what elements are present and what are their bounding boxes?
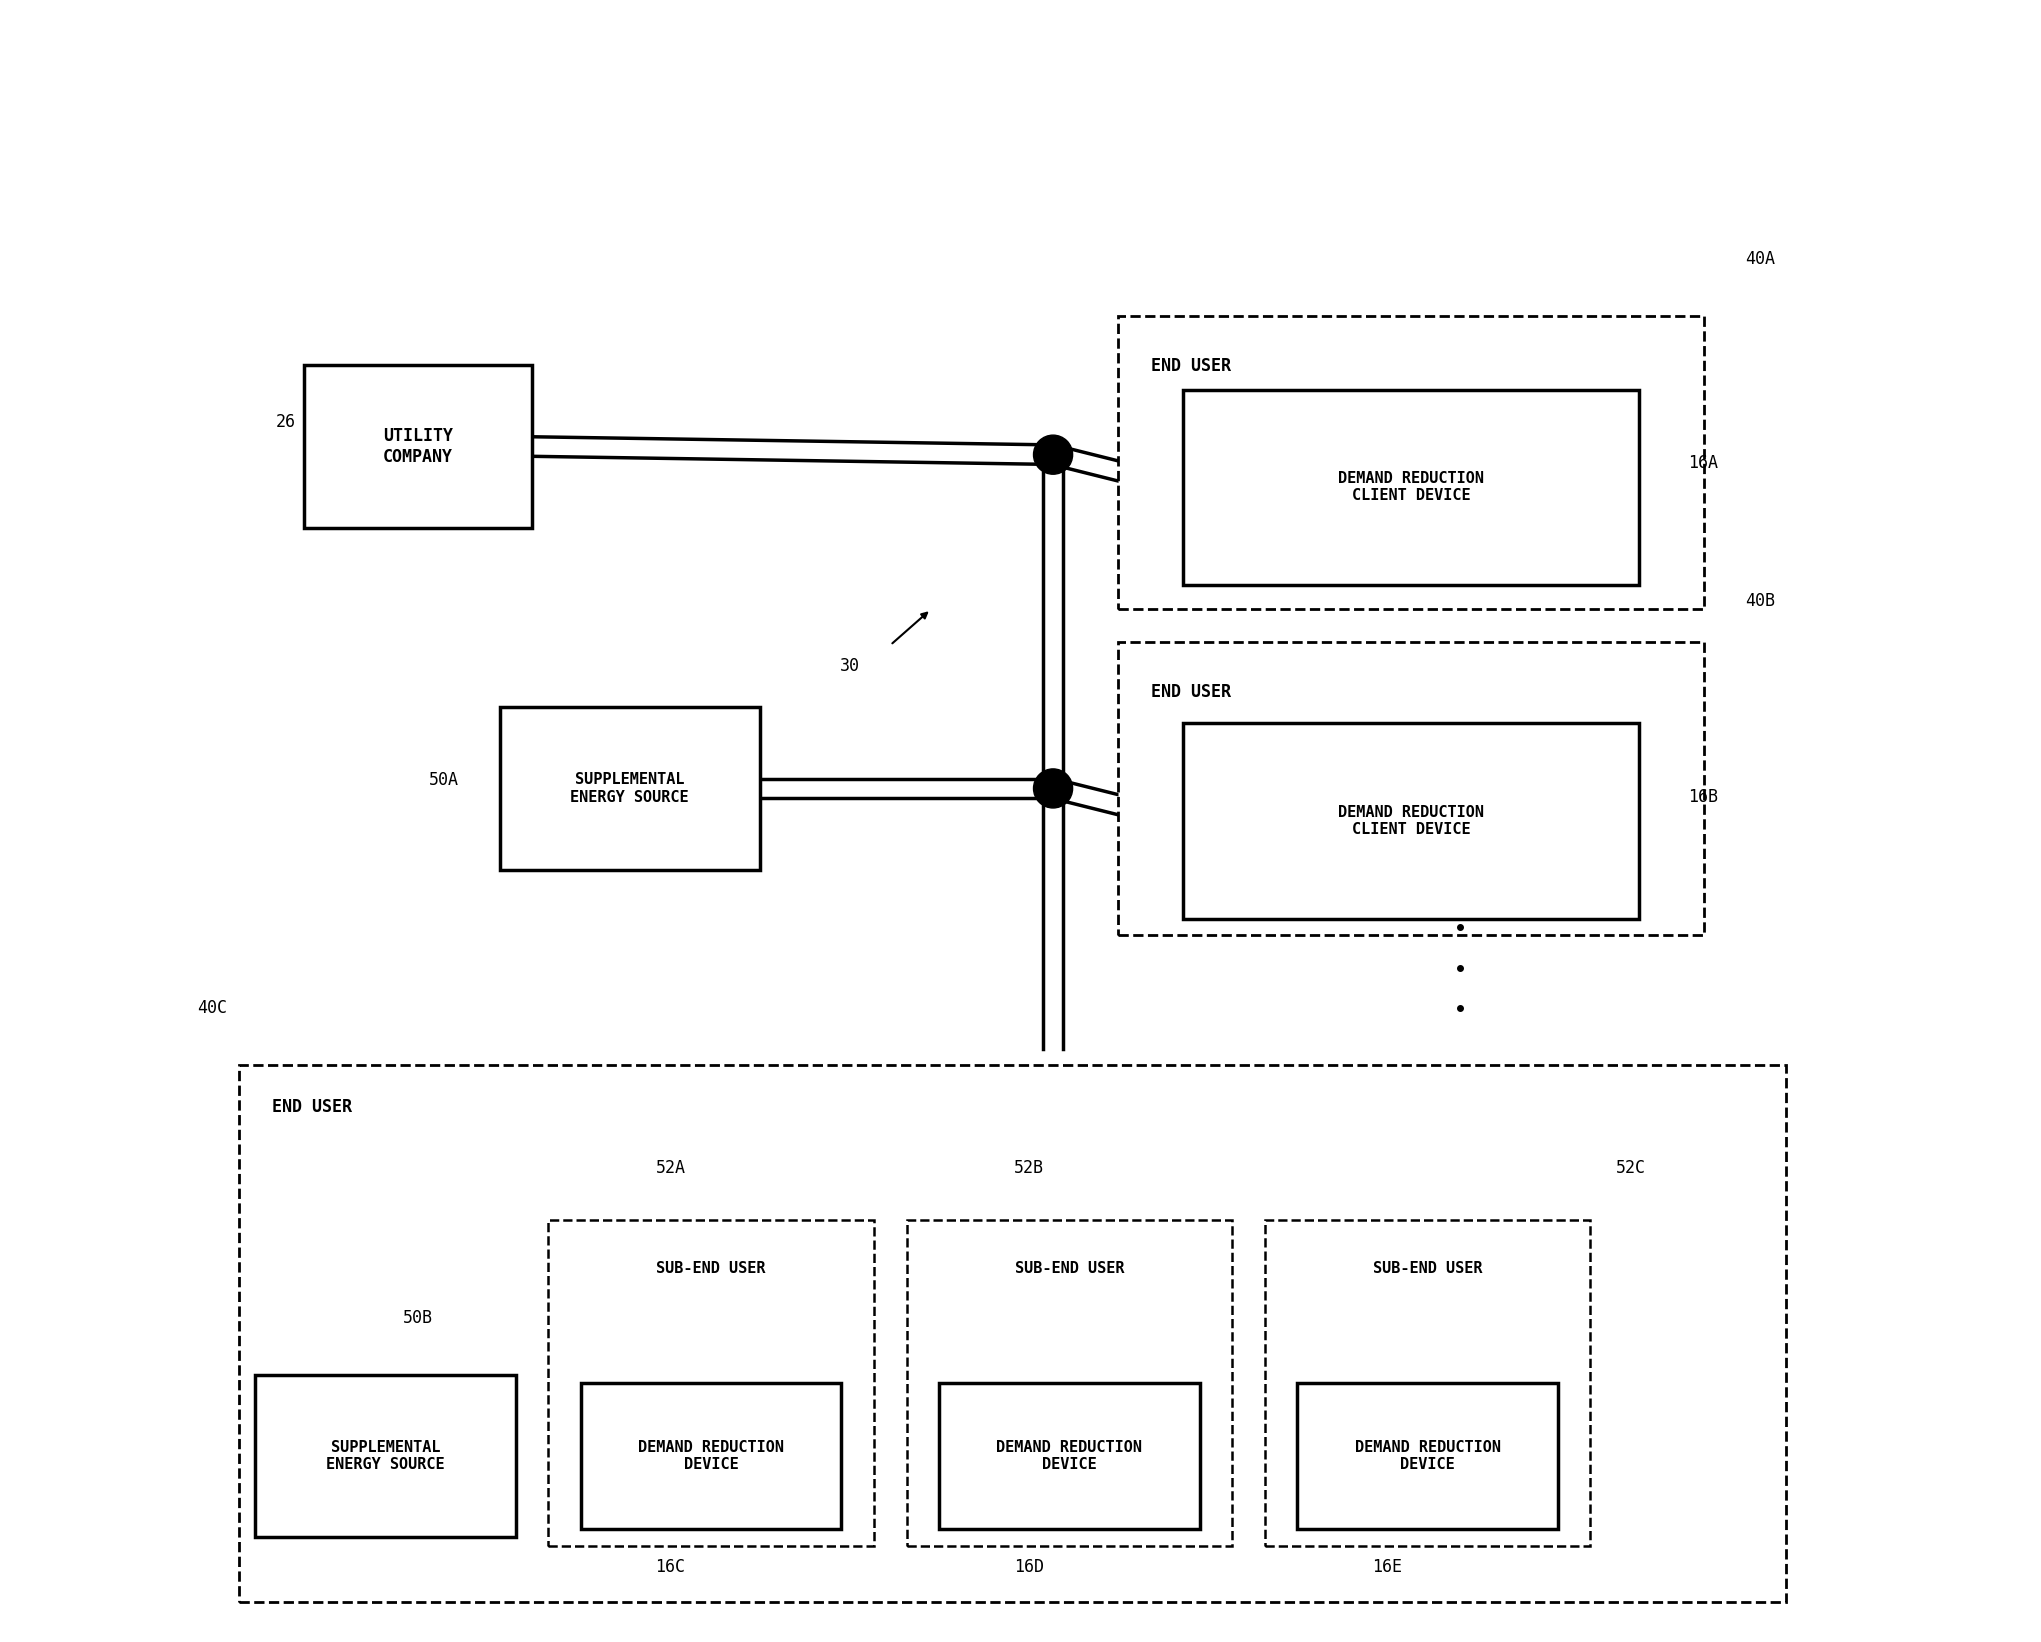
FancyBboxPatch shape [1184,389,1639,585]
Text: DEMAND REDUCTION
CLIENT DEVICE: DEMAND REDUCTION CLIENT DEVICE [1339,471,1484,504]
Text: 52C: 52C [1616,1159,1645,1177]
FancyBboxPatch shape [1118,317,1704,609]
Circle shape [1033,768,1074,808]
Text: 52A: 52A [655,1159,686,1177]
FancyBboxPatch shape [1298,1383,1557,1529]
Text: 50B: 50B [404,1309,433,1327]
Circle shape [1033,435,1074,475]
Text: SUPPLEMENTAL
ENERGY SOURCE: SUPPLEMENTAL ENERGY SOURCE [569,772,690,805]
FancyBboxPatch shape [255,1374,516,1537]
Text: 16A: 16A [1688,453,1719,471]
Text: 50A: 50A [429,772,459,790]
FancyBboxPatch shape [500,708,759,870]
FancyBboxPatch shape [1184,724,1639,918]
Text: SUPPLEMENTAL
ENERGY SOURCE: SUPPLEMENTAL ENERGY SOURCE [327,1440,445,1473]
Text: DEMAND REDUCTION
DEVICE: DEMAND REDUCTION DEVICE [1355,1440,1500,1473]
Text: UTILITY
COMPANY: UTILITY COMPANY [384,427,453,466]
Text: 40C: 40C [198,1000,229,1018]
Text: 52B: 52B [1014,1159,1043,1177]
Text: DEMAND REDUCTION
CLIENT DEVICE: DEMAND REDUCTION CLIENT DEVICE [1339,805,1484,837]
Text: SUB-END USER: SUB-END USER [1374,1261,1482,1276]
Text: SUB-END USER: SUB-END USER [1014,1261,1125,1276]
FancyBboxPatch shape [939,1383,1200,1529]
Text: 16B: 16B [1688,788,1719,806]
Text: 16C: 16C [655,1558,686,1576]
Text: DEMAND REDUCTION
DEVICE: DEMAND REDUCTION DEVICE [639,1440,784,1473]
Text: 30: 30 [839,657,859,675]
Text: DEMAND REDUCTION
DEVICE: DEMAND REDUCTION DEVICE [996,1440,1143,1473]
FancyBboxPatch shape [906,1220,1233,1545]
FancyBboxPatch shape [1118,642,1704,934]
Text: SUB-END USER: SUB-END USER [657,1261,765,1276]
FancyBboxPatch shape [582,1383,841,1529]
FancyBboxPatch shape [549,1220,874,1545]
Text: 16D: 16D [1014,1558,1043,1576]
Text: END USER: END USER [271,1098,351,1117]
Text: 26: 26 [276,414,296,432]
FancyBboxPatch shape [239,1066,1786,1603]
Text: 16E: 16E [1372,1558,1402,1576]
FancyBboxPatch shape [1265,1220,1590,1545]
FancyBboxPatch shape [304,365,533,529]
Text: 40B: 40B [1745,593,1776,611]
Text: 40A: 40A [1745,250,1776,268]
Text: END USER: END USER [1151,356,1231,374]
Text: END USER: END USER [1151,683,1231,701]
